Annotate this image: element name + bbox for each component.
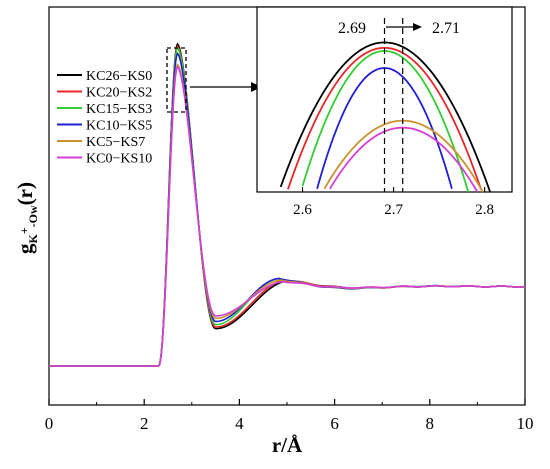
main-x-ticks: 0 2 4 6 8 10 <box>45 399 534 433</box>
inset-x-tick-label: 2.8 <box>475 202 494 218</box>
inset-series-line <box>329 126 479 193</box>
inset-series-line <box>287 46 482 190</box>
y-label-subscript-tail: -Ow <box>26 205 40 227</box>
y-label-suffix: (r) <box>13 182 37 205</box>
inset-x-tick-label: 2.6 <box>293 202 312 218</box>
legend-label: KC26−KS0 <box>86 69 152 84</box>
inset-series-line <box>279 41 491 193</box>
x-tick-label: 0 <box>45 414 54 433</box>
x-axis-label: r/Å <box>272 433 303 457</box>
peak-highlight-box <box>166 47 187 113</box>
x-tick-label: 8 <box>426 414 435 433</box>
y-label-subscript: K <box>26 234 40 244</box>
inset-annotation-left: 2.69 <box>338 20 366 37</box>
inset-x-tick-label: 2.7 <box>384 202 403 218</box>
inset-annotation-right: 2.71 <box>432 20 460 37</box>
y-axis-label: gK+-Ow(r) <box>13 182 40 254</box>
zoom-arrow <box>190 82 262 92</box>
series-line <box>49 65 526 367</box>
legend-label: KC20−KS2 <box>86 86 152 101</box>
legend-label: KC15−KS3 <box>86 102 152 117</box>
x-tick-label: 2 <box>140 414 149 433</box>
y-axis-label-text: gK+-Ow(r) <box>13 182 40 254</box>
inset-x-ticks: 2.6 2.7 2.8 <box>293 187 494 218</box>
inset-plot: 2.6 2.7 2.8 2.69 2.71 <box>256 6 513 218</box>
x-tick-label: 6 <box>330 414 339 433</box>
x-tick-label: 4 <box>235 414 244 433</box>
legend-label: KC10−KS5 <box>86 119 152 134</box>
x-tick-label: 10 <box>517 414 534 433</box>
inset-reference-lines <box>383 18 404 192</box>
inset-series-line <box>323 119 484 193</box>
inset-shift-arrow <box>386 23 422 31</box>
legend-label: KC5−KS7 <box>86 135 145 150</box>
inset-series-line <box>301 50 470 193</box>
legend-label: KC0−KS10 <box>86 152 152 167</box>
main-series-group <box>49 42 526 367</box>
inset-series-group <box>279 41 491 193</box>
y-label-superscript: + <box>17 227 31 234</box>
y-label-main: g <box>13 243 37 254</box>
